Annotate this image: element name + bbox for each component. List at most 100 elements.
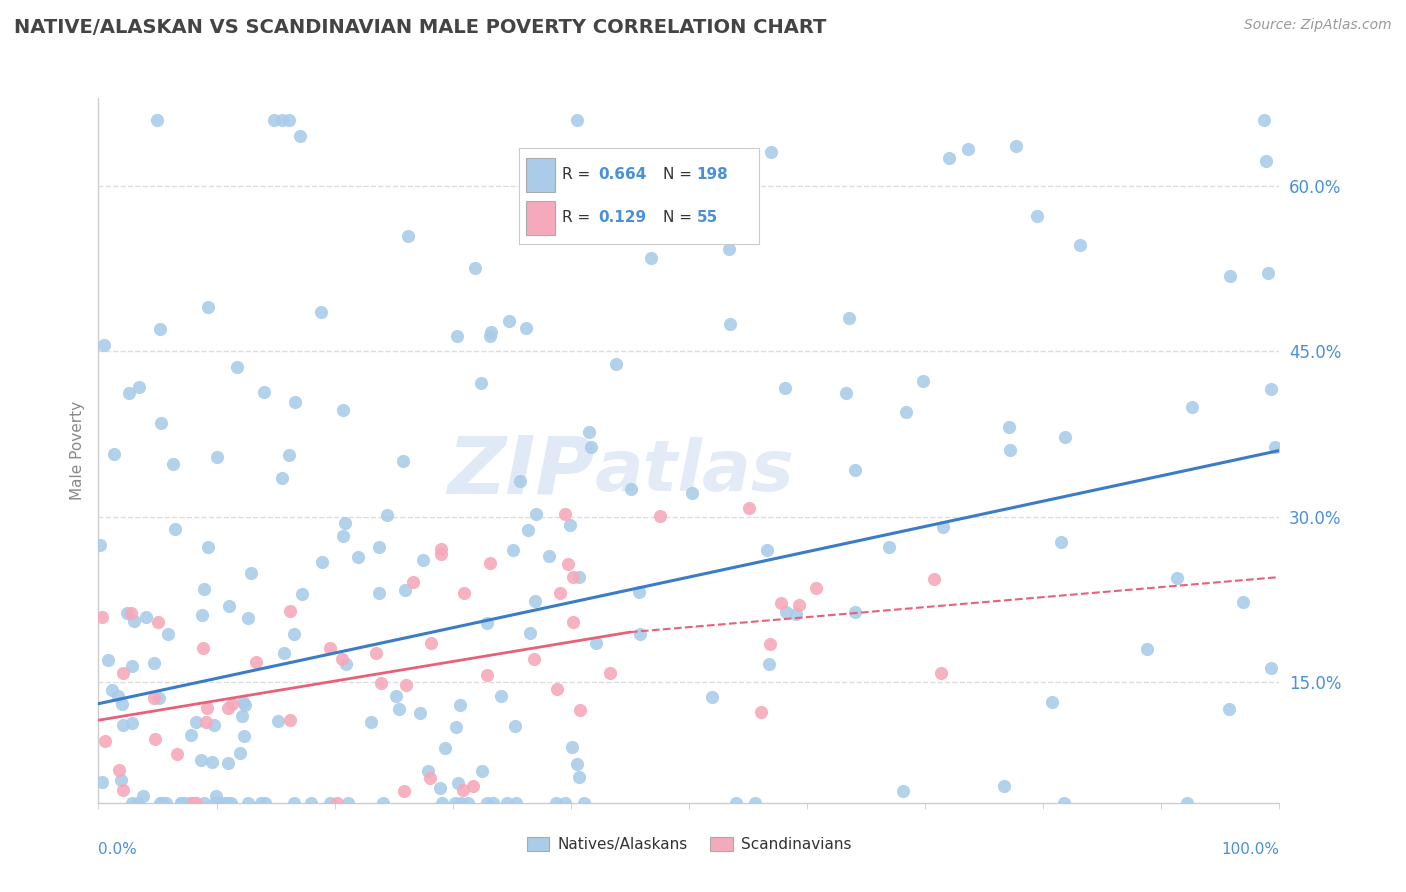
Point bbox=[498, 314, 520, 328]
Text: NATIVE/ALASKAN VS SCANDINAVIAN MALE POVERTY CORRELATION CHART: NATIVE/ALASKAN VS SCANDINAVIAN MALE POVE… bbox=[14, 18, 827, 37]
Point bbox=[495, 796, 517, 810]
Point bbox=[1053, 430, 1076, 444]
Point bbox=[193, 796, 215, 810]
Point bbox=[156, 627, 179, 641]
Point bbox=[173, 796, 195, 810]
Point bbox=[208, 796, 231, 810]
Legend: Natives/Alaskans, Scandinavians: Natives/Alaskans, Scandinavians bbox=[520, 831, 858, 859]
Point bbox=[929, 665, 952, 680]
Point bbox=[1136, 642, 1159, 657]
Point bbox=[226, 359, 249, 374]
Point bbox=[122, 614, 145, 628]
Point bbox=[1175, 796, 1198, 810]
Point bbox=[505, 718, 527, 732]
Point bbox=[789, 598, 811, 612]
Point bbox=[311, 555, 333, 569]
Point bbox=[191, 641, 214, 656]
Point bbox=[1257, 266, 1279, 280]
Point bbox=[135, 609, 157, 624]
Point bbox=[143, 731, 166, 746]
Point bbox=[117, 606, 139, 620]
Point bbox=[758, 637, 780, 651]
Point bbox=[127, 796, 149, 810]
Point bbox=[464, 260, 486, 275]
Text: R =: R = bbox=[562, 211, 591, 226]
Point bbox=[725, 796, 748, 810]
Point bbox=[335, 657, 357, 672]
Point bbox=[554, 508, 576, 522]
Point bbox=[217, 756, 239, 770]
Text: Source: ZipAtlas.com: Source: ZipAtlas.com bbox=[1244, 18, 1392, 32]
Point bbox=[475, 615, 498, 630]
Point bbox=[183, 796, 205, 810]
Point bbox=[429, 780, 451, 795]
Point bbox=[450, 796, 472, 810]
Point bbox=[103, 447, 125, 461]
Point bbox=[938, 152, 960, 166]
Point bbox=[278, 113, 301, 128]
Point bbox=[368, 540, 391, 554]
Point bbox=[121, 796, 143, 810]
Point bbox=[574, 796, 596, 810]
Point bbox=[412, 552, 434, 566]
Point bbox=[273, 646, 295, 660]
Point bbox=[219, 796, 242, 810]
Point bbox=[491, 689, 513, 703]
Point bbox=[277, 448, 299, 462]
Point bbox=[332, 402, 354, 417]
Point bbox=[239, 566, 262, 580]
Point bbox=[1232, 594, 1254, 608]
Point bbox=[557, 557, 579, 571]
Point bbox=[896, 404, 918, 418]
Point bbox=[447, 776, 470, 790]
Point bbox=[392, 453, 415, 467]
Point bbox=[470, 376, 492, 391]
Point bbox=[100, 683, 122, 698]
Point bbox=[502, 542, 524, 557]
Point bbox=[993, 779, 1015, 793]
Point bbox=[250, 796, 273, 810]
Point bbox=[166, 747, 188, 762]
Point bbox=[394, 582, 416, 597]
Point bbox=[221, 697, 243, 711]
Point bbox=[149, 796, 172, 810]
Point bbox=[568, 770, 591, 784]
Point bbox=[217, 796, 239, 810]
Point bbox=[567, 757, 589, 772]
Point bbox=[245, 656, 267, 670]
Point bbox=[1181, 400, 1204, 414]
Text: 0.129: 0.129 bbox=[598, 211, 647, 226]
Point bbox=[396, 228, 419, 243]
Point bbox=[370, 676, 392, 690]
Point bbox=[1000, 442, 1022, 457]
Text: 198: 198 bbox=[696, 167, 728, 182]
Point bbox=[148, 691, 170, 706]
Point bbox=[204, 796, 226, 810]
Point bbox=[419, 636, 441, 650]
Point bbox=[409, 706, 432, 720]
Point bbox=[1254, 153, 1277, 168]
Point bbox=[179, 796, 201, 810]
Point bbox=[385, 689, 408, 703]
Point bbox=[567, 113, 589, 128]
Point bbox=[524, 507, 547, 521]
Point bbox=[278, 604, 301, 618]
Point bbox=[401, 574, 423, 589]
Point bbox=[394, 678, 416, 692]
Point bbox=[432, 796, 454, 810]
Point bbox=[835, 385, 858, 400]
Point bbox=[291, 586, 314, 600]
Point bbox=[155, 796, 177, 810]
Point bbox=[477, 668, 499, 682]
Point bbox=[457, 796, 479, 810]
Point bbox=[195, 700, 218, 714]
Point bbox=[419, 772, 441, 786]
Point bbox=[330, 652, 353, 666]
Point bbox=[218, 599, 240, 613]
Point bbox=[505, 796, 527, 810]
Point bbox=[236, 796, 259, 810]
Point bbox=[773, 381, 796, 395]
Point bbox=[804, 581, 827, 595]
Point bbox=[283, 627, 305, 641]
Point bbox=[627, 585, 650, 599]
